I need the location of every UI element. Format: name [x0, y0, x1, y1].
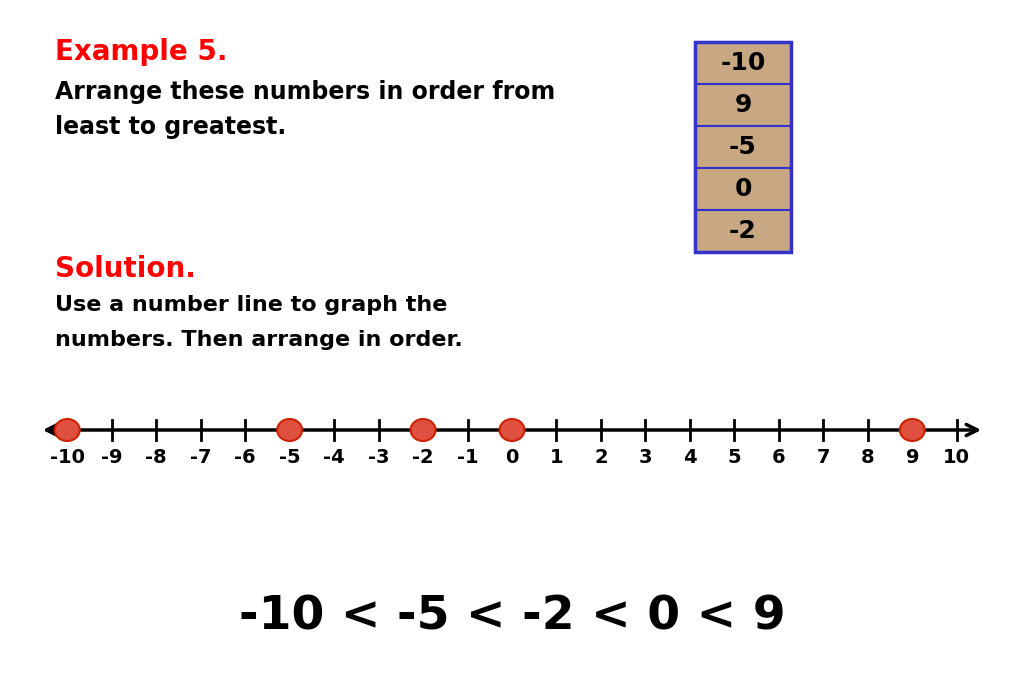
Text: 1: 1 [550, 448, 563, 467]
Text: 3: 3 [639, 448, 652, 467]
Bar [695, 42, 791, 84]
Bar [695, 84, 791, 126]
Text: Use a number line to graph the: Use a number line to graph the [55, 295, 447, 315]
Text: least to greatest.: least to greatest. [55, 115, 287, 139]
Ellipse shape [900, 419, 925, 441]
Text: -7: -7 [189, 448, 211, 467]
Text: 9: 9 [905, 448, 919, 467]
Text: -5: -5 [279, 448, 300, 467]
Text: 5: 5 [728, 448, 741, 467]
Text: 4: 4 [683, 448, 696, 467]
Text: -10: -10 [720, 51, 766, 75]
Text: -6: -6 [234, 448, 256, 467]
Text: 6: 6 [772, 448, 785, 467]
Text: -5: -5 [729, 135, 757, 159]
Text: 9: 9 [734, 93, 752, 117]
Text: 0: 0 [505, 448, 519, 467]
Text: -4: -4 [324, 448, 345, 467]
Text: -2: -2 [729, 219, 757, 243]
Text: -2: -2 [413, 448, 434, 467]
Ellipse shape [500, 419, 524, 441]
Text: 8: 8 [861, 448, 874, 467]
Bar [695, 42, 791, 252]
Text: -9: -9 [101, 448, 123, 467]
Ellipse shape [55, 419, 80, 441]
Text: 10: 10 [943, 448, 971, 467]
Ellipse shape [411, 419, 435, 441]
Bar [695, 210, 791, 252]
Text: -10 < -5 < -2 < 0 < 9: -10 < -5 < -2 < 0 < 9 [239, 595, 785, 640]
Text: -8: -8 [145, 448, 167, 467]
Text: 0: 0 [734, 177, 752, 201]
Text: -10: -10 [50, 448, 85, 467]
Bar [695, 168, 791, 210]
Ellipse shape [278, 419, 302, 441]
Text: Arrange these numbers in order from: Arrange these numbers in order from [55, 80, 555, 104]
Text: Solution.: Solution. [55, 255, 196, 283]
Text: 7: 7 [816, 448, 830, 467]
Bar [695, 126, 791, 168]
Text: Example 5.: Example 5. [55, 38, 227, 66]
Text: -3: -3 [368, 448, 389, 467]
Text: 2: 2 [594, 448, 608, 467]
Text: -1: -1 [457, 448, 478, 467]
Text: numbers. Then arrange in order.: numbers. Then arrange in order. [55, 330, 463, 350]
